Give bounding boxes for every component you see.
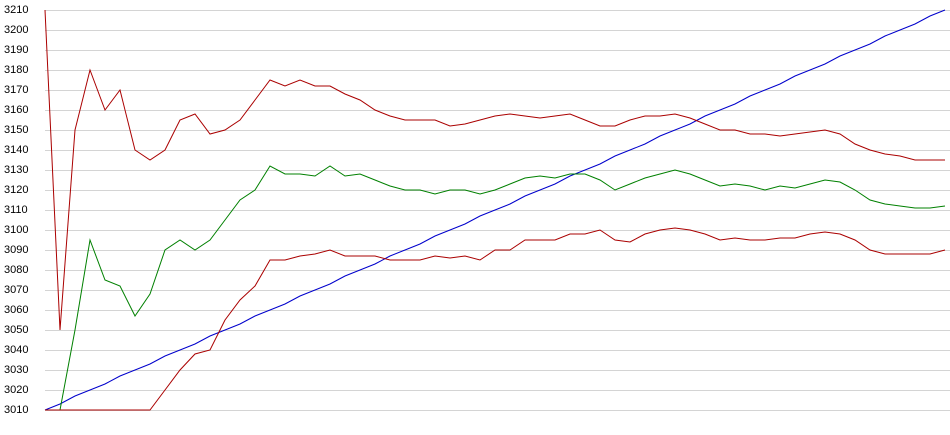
y-tick-label: 3050 bbox=[4, 324, 28, 336]
y-tick-label: 3060 bbox=[4, 304, 28, 316]
y-tick-label: 3030 bbox=[4, 364, 28, 376]
y-tick-label: 3210 bbox=[4, 4, 28, 16]
y-tick-label: 3090 bbox=[4, 244, 28, 256]
y-tick-label: 3070 bbox=[4, 284, 28, 296]
y-tick-label: 3180 bbox=[4, 64, 28, 76]
y-tick-label: 3190 bbox=[4, 44, 28, 56]
y-tick-label: 3100 bbox=[4, 224, 28, 236]
y-tick-label: 3040 bbox=[4, 344, 28, 356]
y-tick-label: 3170 bbox=[4, 84, 28, 96]
y-tick-label: 3140 bbox=[4, 144, 28, 156]
y-tick-label: 3010 bbox=[4, 404, 28, 416]
series-line bbox=[45, 227, 946, 411]
y-tick-label: 3200 bbox=[4, 24, 28, 36]
y-tick-label: 3150 bbox=[4, 124, 28, 136]
y-tick-label: 3130 bbox=[4, 164, 28, 176]
series-line bbox=[44, 9, 946, 411]
y-tick-label: 3120 bbox=[4, 184, 28, 196]
y-tick-label: 3080 bbox=[4, 264, 28, 276]
series-line bbox=[45, 165, 946, 411]
series-line bbox=[44, 9, 945, 331]
y-tick-label: 3110 bbox=[4, 204, 28, 216]
y-tick-label: 3020 bbox=[4, 384, 28, 396]
y-tick-label: 3160 bbox=[4, 104, 28, 116]
